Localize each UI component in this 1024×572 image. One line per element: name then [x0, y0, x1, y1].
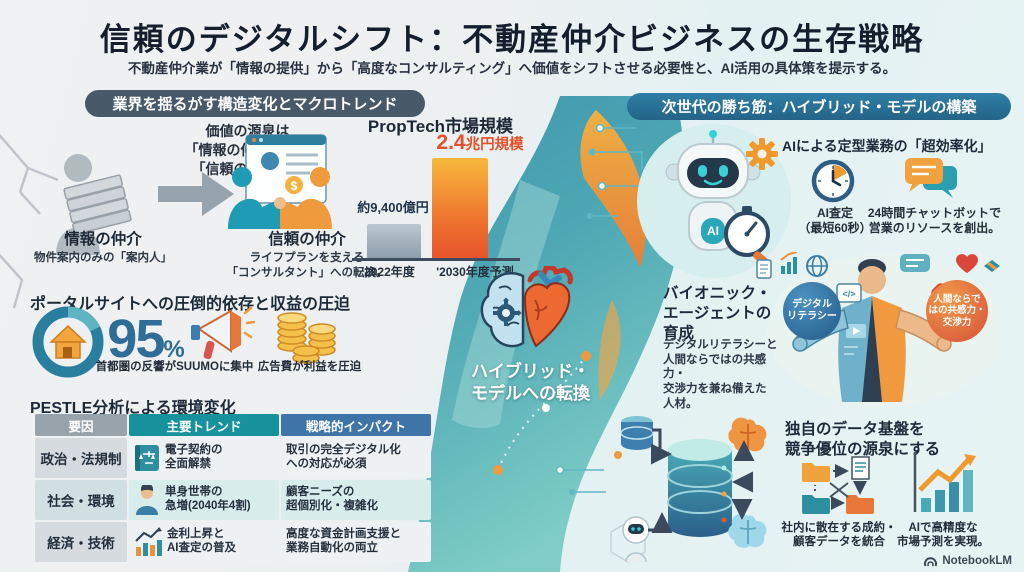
bionic-heading: バイオニック・ エージェントの 育成 — [663, 285, 772, 343]
chatbot-caption: 24時間チャットボットで 営業のリソースを創出。 — [867, 206, 1002, 235]
data-platform-heading: 独自のデータ基盤を 競争優位の源泉にする — [785, 421, 941, 459]
svg-text:</>: </> — [842, 289, 855, 299]
page-title: 信頼のデジタルシフト：不動産仲介ビジネスの生存戦略 — [99, 22, 925, 57]
pestle-table: 要因 主要トレンド 戦略的インパクト 政治・法規制 電子契約の 全面解禁 取引の… — [35, 414, 431, 562]
house-donut-icon — [32, 306, 104, 378]
x-label-2022: '2022年度 — [361, 265, 415, 279]
forecast-chart-icon — [913, 452, 976, 512]
gear-icon — [746, 138, 778, 170]
ai-appraisal-caption: AI査定 （最短60秒） — [798, 206, 872, 235]
proptech-2022-value: 約9,400億円 — [357, 200, 429, 215]
left-section-badge: 業界を揺るがす構造変化とマクロトレンド — [85, 90, 425, 117]
coins-icon — [277, 312, 336, 364]
person-icon — [136, 485, 158, 515]
digital-skill-icons: </> — [756, 252, 862, 303]
hybrid-model-label: ハイブリッド・ モデルへの転換 — [471, 362, 590, 404]
chart-baseline — [352, 258, 520, 261]
stat-95-percent: 95% — [107, 309, 185, 369]
notebooklm-watermark: NotebookLM — [923, 555, 1012, 567]
papers-person-icon — [56, 154, 132, 255]
bionic-human-figure — [792, 259, 952, 402]
portal-caption-suumo: 首都圏の反響がSUUMOに集中 — [95, 361, 254, 373]
rate-chart-icon — [135, 527, 162, 556]
proptech-2030-value: 2.4兆円規模 — [436, 131, 524, 154]
law-book-icon — [135, 445, 159, 471]
data-integration-caption: 社内に散在する成約・ 顧客データを統合 — [781, 522, 897, 549]
shift-to-label: 信頼の仲介 ライフプランを支える 「コンサルタント」への転換。 — [226, 231, 388, 279]
table-cell-trend: 電子契約の 全面解禁 — [129, 438, 279, 478]
portal-heading: ポータルサイトへの圧倒的依存と収益の圧迫 — [30, 296, 351, 313]
shift-from-label: 情報の仲介 物件案内のみの「案内人」 — [34, 231, 172, 264]
column-header-trend: 主要トレンド — [129, 414, 279, 436]
column-header-factor: 要因 — [35, 414, 127, 436]
bionic-body-text: デジタルリテラシーと 人間ならではの共感力・ 交渉力を兼ね備えた 人材。 — [663, 339, 778, 410]
page-subtitle: 不動産仲介業が「情報の提供」から「高度なコンサルティング」へ価値をシフトさせる必… — [127, 61, 897, 76]
bar-2022 — [367, 224, 421, 258]
chatbot-icon — [905, 158, 957, 198]
circuit-lines — [560, 127, 643, 493]
notebooklm-logo-icon — [924, 557, 938, 567]
ai-efficiency-heading: AIによる定型業務の「超効率化」 — [782, 138, 992, 154]
brain-heart-icon — [480, 266, 573, 348]
table-cell-trend: 単身世帯の 急増(2040年4割) — [129, 480, 279, 520]
table-cell-factor: 社会・環境 — [35, 480, 127, 520]
human-empathy-badge: 人間ならで はの共感力・ 交渉力 — [926, 280, 988, 342]
crack-graphic — [0, 133, 59, 309]
digital-literacy-badge: デジタル リテラシー — [783, 282, 841, 340]
table-cell-impact: 取引の完全デジタル化 への対応が必須 — [281, 438, 431, 478]
ai-robot-icon: AI — [665, 130, 770, 267]
megaphone-icon — [191, 306, 255, 360]
table-cell-factor: 政治・法規制 — [35, 438, 127, 478]
table-cell-trend: 金利上昇と AI査定の普及 — [129, 522, 279, 562]
data-integration-icon — [802, 456, 874, 514]
table-cell-factor: 経済・技術 — [35, 522, 127, 562]
x-label-2030: '2030年度予測 — [436, 265, 514, 279]
blue-brain-icon — [728, 513, 767, 548]
column-header-impact: 戦略的インパクト — [281, 414, 431, 436]
portal-caption-ads: 広告費が利益を圧迫 — [257, 361, 362, 373]
forecast-caption: AIで高精度な 市場予測を実現。 — [897, 522, 989, 549]
bar-2030 — [432, 158, 488, 258]
orange-brain-icon — [728, 417, 767, 452]
pestle-heading: PESTLE分析による環境変化 — [30, 400, 236, 417]
shift-arrow-icon — [158, 172, 234, 216]
clock-icon — [811, 159, 855, 203]
river-orange-accent — [580, 110, 647, 268]
proptech-chart-title: PropTech市場規模 — [367, 117, 514, 136]
database-cluster-illustration — [620, 416, 767, 563]
right-section-badge: 次世代の勝ち筋：ハイブリッド・モデルの構築 — [627, 93, 1011, 120]
handshake-consult-icon: $ — [228, 134, 332, 229]
circuit-nodes — [555, 123, 622, 495]
svg-text:AI: AI — [707, 224, 719, 238]
table-cell-impact: 顧客ニーズの 超個別化・複雑化 — [281, 480, 431, 520]
svg-text:$: $ — [291, 179, 298, 193]
table-cell-impact: 高度な資金計画支援と 業務自動化の両立 — [281, 522, 431, 562]
